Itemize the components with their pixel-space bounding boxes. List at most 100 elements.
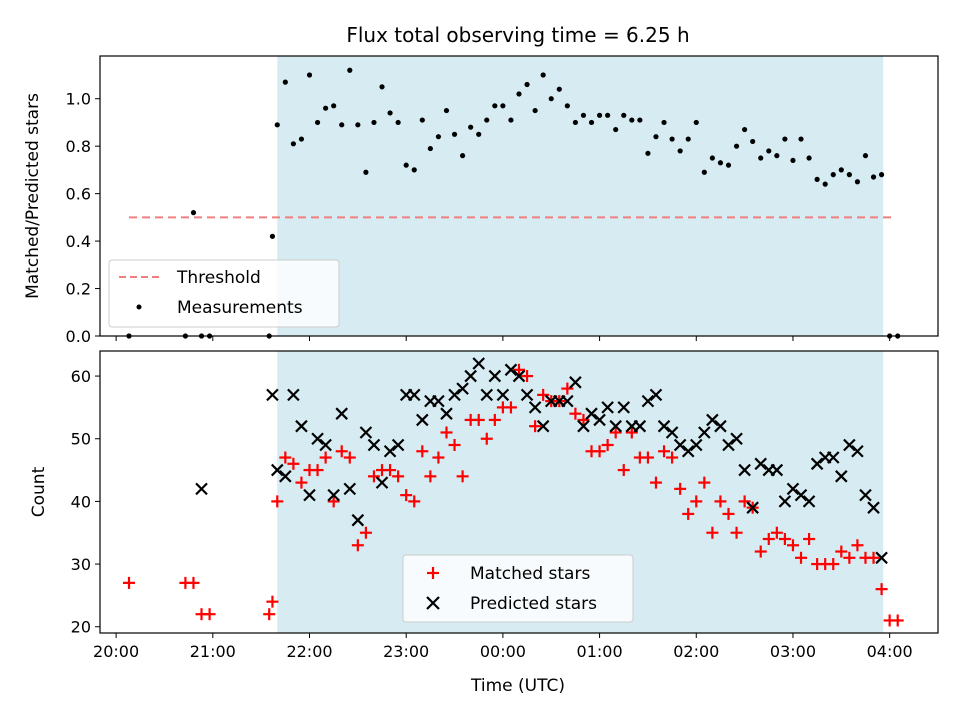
measurement-point [758, 155, 764, 161]
predicted-star-point [528, 401, 542, 414]
measurement-point [588, 119, 595, 126]
bottom-panel-frame [99, 350, 939, 634]
matched-star-point [875, 583, 888, 596]
matched-star-point [392, 470, 405, 483]
matched-star-point [311, 464, 324, 477]
predicted-star-point [279, 470, 292, 483]
measurement-point [548, 96, 554, 102]
predicted-star-point [536, 419, 550, 433]
predicted-star-point [456, 382, 469, 395]
matched-star-point [504, 401, 517, 414]
matched-star-point [601, 439, 614, 451]
matched-star-point [513, 363, 525, 376]
predicted-star-point [512, 369, 526, 383]
measurement-point [306, 72, 313, 78]
measurement-point [556, 86, 562, 92]
chart-title: Flux total observing time = 6.25 h [346, 23, 689, 47]
measurement-point [645, 150, 651, 156]
top-panel-yticks: 0.0 0.2 0.4 0.6 0.8 1.0 [66, 90, 100, 346]
predicted-star-point [287, 388, 300, 402]
matched-star-point [706, 526, 719, 539]
bottom-ytick-label: 30 [71, 555, 91, 574]
matched-star-point [577, 413, 590, 426]
measurement-point [661, 119, 667, 126]
matched-star-point [682, 507, 695, 520]
top-ytick-label: 0.2 [66, 280, 91, 299]
measurement-point [742, 126, 748, 133]
matched-star-point [416, 445, 429, 458]
predicted-star-point [569, 376, 582, 389]
matched-star-point [754, 545, 767, 558]
predicted-star-point [343, 482, 357, 496]
matched-star-point [408, 495, 421, 508]
x-axis-label: Time (UTC) [470, 676, 565, 696]
matched-star-point [674, 482, 687, 495]
predicted-star-point [448, 388, 461, 402]
top-ytick-label: 0.0 [66, 327, 91, 346]
predicted-star-point [746, 501, 759, 514]
predicted-star-point [826, 451, 840, 464]
predicted-star-point [359, 426, 373, 439]
measurement-point [508, 117, 514, 123]
matched-star-point [384, 464, 397, 477]
predicted-star-point [802, 495, 816, 508]
measurement-point [629, 117, 635, 123]
measurement-point [443, 107, 450, 114]
measurement-point [347, 67, 353, 73]
matched-star-point [440, 426, 453, 439]
predicted-star-point [681, 444, 695, 458]
predicted-star-point [464, 369, 477, 383]
matched-star-point [666, 451, 679, 464]
predicted-star-point [303, 488, 316, 502]
matched-star-point [295, 476, 308, 489]
bottom-legend-box [402, 554, 634, 623]
measurement-point [806, 155, 812, 161]
measurement-point [484, 117, 490, 123]
predicted-star-point [722, 438, 735, 452]
top-ytick-label: 0.6 [66, 185, 91, 204]
predicted-star-point [738, 463, 751, 477]
measurement-point [717, 160, 724, 166]
measurement-point [564, 103, 570, 109]
xtick-label: 00:00 [480, 642, 526, 661]
matched-star-point [480, 432, 493, 445]
predicted-star-point [319, 438, 332, 452]
xtick-label: 02:00 [673, 642, 719, 661]
measurement-point [274, 122, 280, 128]
matched-star-point [319, 451, 332, 464]
measurement-point [540, 72, 546, 78]
measurement-point [782, 136, 788, 142]
predicted-star-point [843, 438, 856, 452]
predicted-star-point [195, 482, 208, 496]
predicted-star-point [327, 488, 340, 502]
measurement-point [339, 122, 345, 128]
matched-star-point [867, 551, 880, 564]
bottom-ytick-label: 40 [71, 492, 91, 511]
measurement-point [419, 117, 425, 123]
top-panel-ylabel: Matched/Predicted stars [23, 93, 43, 299]
measurement-point [355, 122, 361, 128]
matched-star-point [593, 445, 606, 458]
matched-star-point [279, 451, 292, 464]
measurement-point [669, 136, 675, 142]
predicted-star-point [311, 432, 324, 446]
predicted-star-point [432, 394, 445, 408]
measurement-point [685, 136, 691, 142]
matched-star-point [835, 545, 848, 558]
xtick-label: 01:00 [577, 642, 623, 661]
measurement-point [870, 174, 877, 180]
measurement-point [269, 233, 276, 239]
matched-star-point [762, 533, 775, 545]
matched-star-point [786, 539, 799, 552]
top-ytick-label: 0.4 [66, 232, 91, 251]
matched-star-point [827, 558, 840, 571]
predicted-star-point [416, 413, 429, 427]
matched-star-point [609, 426, 622, 439]
top-panel-frame [99, 55, 939, 337]
top-panel: 0.0 0.2 0.4 0.6 0.8 1.0 Matched/Predicted sta… [23, 55, 939, 346]
measurement-point [637, 117, 643, 123]
matched-star-point [521, 370, 534, 383]
predicted-star-point [689, 438, 703, 452]
measurement-point [331, 103, 337, 109]
predicted-star-point [786, 482, 800, 496]
